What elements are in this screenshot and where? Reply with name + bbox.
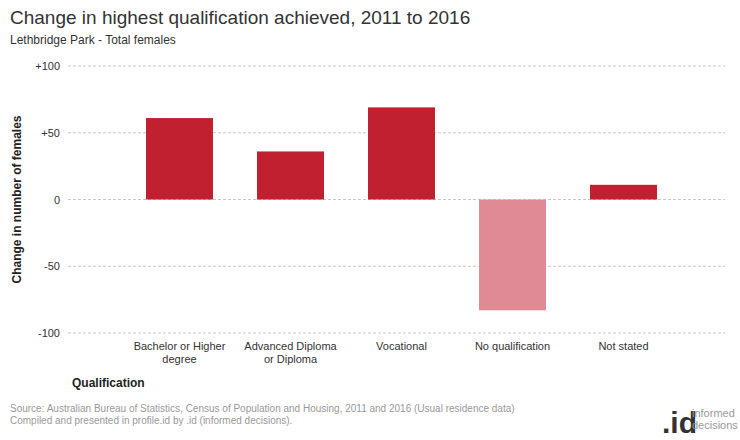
x-tick-label: Bachelor or Higherdegree [134,340,226,365]
x-tick-label-line: or Diploma [264,353,318,365]
y-tick-label: +100 [35,60,60,72]
grid-line [68,333,725,334]
y-tick-label: 0 [54,194,60,206]
y-tick-label: +50 [41,127,60,139]
title: Change in highest qualification achieved… [10,7,470,28]
x-tick-label-line: Vocational [376,340,427,352]
x-tick-label: Vocational [376,340,427,352]
y-tick-label: -50 [44,260,60,272]
subtitle: Lethbridge Park - Total females [10,33,176,47]
source: Compiled and presented in profile.id by … [10,415,292,426]
x-tick-label-line: degree [162,353,196,365]
grid-line [68,66,725,67]
source: Source: Australian Bureau of Statistics,… [10,403,515,414]
x-tick-label: Not stated [598,340,648,352]
x-axis-label: Qualification [72,376,145,390]
x-tick-label-line: Advanced Diploma [244,340,337,352]
logo-text: decisions [692,419,738,431]
y-axis-label: Change in number of females [10,115,24,283]
bar [146,118,213,199]
chart: Change in highest qualification achieved… [0,0,740,440]
x-tick-label-line: No qualification [475,340,550,352]
bar [479,200,546,311]
bars [146,107,657,310]
bar [257,151,324,199]
grid-line [68,266,725,267]
logo-text: informed [692,407,735,419]
x-tick-label-line: Bachelor or Higher [134,340,226,352]
x-tick-label-line: Not stated [598,340,648,352]
grid [68,66,725,333]
bar [590,185,657,200]
x-tick-label: Advanced Diplomaor Diploma [244,340,337,365]
bar [368,107,435,199]
x-tick-label: No qualification [475,340,550,352]
y-tick-label: -100 [38,327,60,339]
